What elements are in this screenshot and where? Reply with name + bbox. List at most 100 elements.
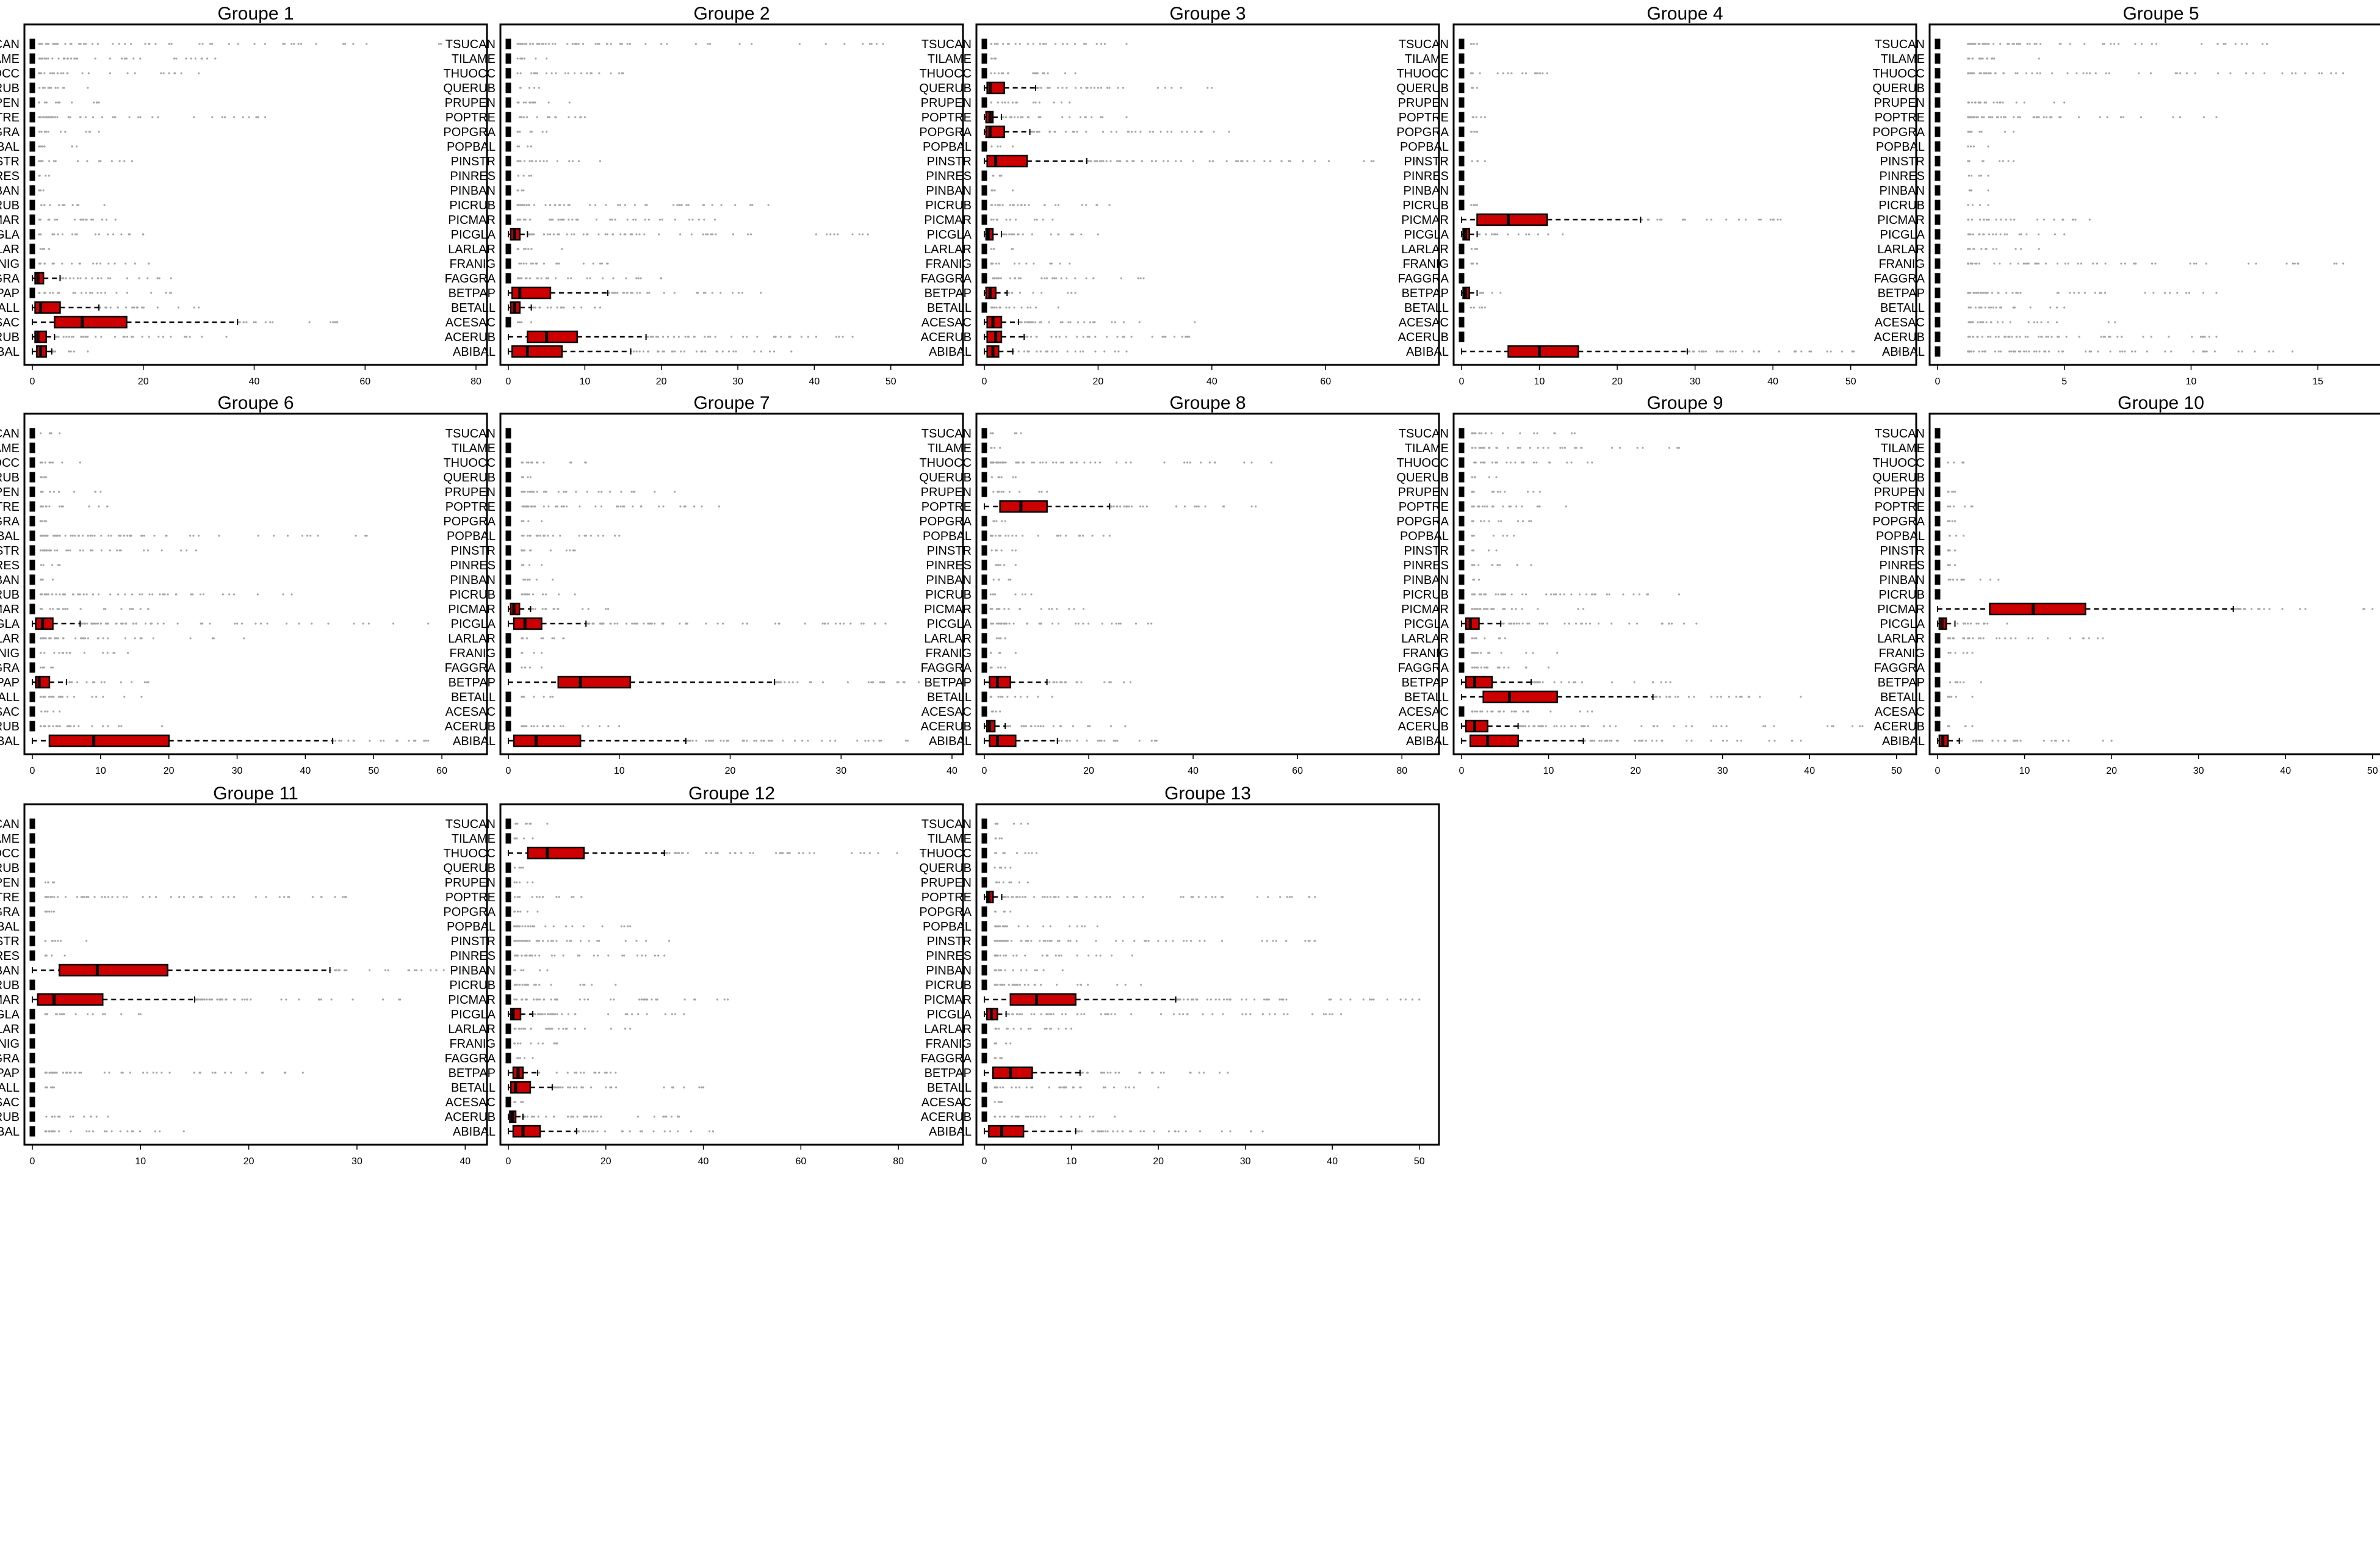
y-tick-label: ABIBAL xyxy=(929,345,972,359)
outlier-point xyxy=(317,535,319,537)
outlier-point xyxy=(558,204,561,206)
outlier-point xyxy=(1618,447,1621,449)
outlier-point xyxy=(84,336,87,338)
outlier-point xyxy=(1740,740,1742,742)
outlier-point xyxy=(1082,535,1084,537)
outlier-point xyxy=(1500,520,1502,522)
outlier-point xyxy=(1773,725,1775,727)
outliers-betall xyxy=(1967,306,2066,309)
outlier-point xyxy=(2109,350,2111,353)
outlier-point xyxy=(1163,336,1166,338)
outlier-point xyxy=(995,608,998,610)
outlier-point xyxy=(1593,740,1596,742)
outlier-point xyxy=(1030,725,1033,727)
outlier-point xyxy=(423,740,425,742)
outlier-point xyxy=(41,248,44,250)
outlier-point xyxy=(1758,350,1761,353)
outlier-point xyxy=(222,593,225,596)
outlier-point xyxy=(629,233,632,236)
outlier-point xyxy=(1492,535,1495,537)
outlier-point xyxy=(43,262,46,265)
outlier-point xyxy=(2013,350,2016,353)
outlier-point xyxy=(1715,350,1718,353)
outlier-point xyxy=(198,43,201,45)
outliers-acesac xyxy=(517,321,533,323)
outlier-point xyxy=(674,491,676,493)
outlier-point xyxy=(2019,43,2021,45)
outlier-point xyxy=(1059,725,1062,727)
outlier-point xyxy=(51,593,54,596)
box-picrub xyxy=(1935,200,1941,211)
outlier-point xyxy=(458,43,461,45)
y-tick-label: FAGGRA xyxy=(445,272,496,286)
outlier-point xyxy=(1585,622,1587,625)
outlier-point xyxy=(200,57,203,60)
box-picgla xyxy=(1935,229,1941,240)
outlier-point xyxy=(309,535,312,537)
outlier-point xyxy=(1988,116,1990,118)
y-tick-label: QUERUB xyxy=(1396,471,1449,484)
y-tick-label: ABIBAL xyxy=(929,735,972,748)
outlier-point xyxy=(1994,72,1997,74)
outlier-point xyxy=(519,72,522,74)
outlier-point xyxy=(1772,218,1775,221)
outlier-point xyxy=(530,131,533,133)
y-tick-label: PICMAR xyxy=(1877,603,1925,616)
box-prupen xyxy=(1935,97,1941,108)
outlier-point xyxy=(2073,292,2075,294)
outliers-abibal xyxy=(1012,350,1128,353)
outlier-point xyxy=(1987,43,1989,45)
outlier-point xyxy=(1571,725,1573,727)
outliers-popgra xyxy=(38,131,100,133)
box-pinban xyxy=(1459,185,1465,196)
outlier-point xyxy=(1851,350,1853,353)
outlier-point xyxy=(554,505,557,508)
outlier-point xyxy=(1980,57,1982,60)
outlier-point xyxy=(1077,622,1080,625)
outlier-point xyxy=(47,593,50,596)
outlier-point xyxy=(1116,336,1119,338)
y-tick-label: QUERUB xyxy=(0,82,20,95)
y-tick-label: POPTRE xyxy=(445,500,496,514)
outlier-point xyxy=(1693,350,1695,353)
outlier-point xyxy=(2261,43,2264,45)
outlier-point xyxy=(1026,622,1029,625)
outliers-acerub xyxy=(39,725,164,727)
outliers-querub xyxy=(1471,476,1498,478)
outlier-point xyxy=(533,87,536,89)
outlier-point xyxy=(1064,72,1067,74)
outlier-point xyxy=(2179,72,2182,74)
box-thuocc xyxy=(1459,457,1465,468)
outlier-point xyxy=(2058,336,2060,338)
outlier-point xyxy=(59,593,61,596)
outlier-point xyxy=(85,131,87,133)
outlier-point xyxy=(1363,160,1365,162)
box-franig xyxy=(981,647,987,658)
outlier-point xyxy=(1057,306,1059,309)
outlier-point xyxy=(1130,131,1133,133)
outlier-point xyxy=(2151,262,2154,265)
outlier-point xyxy=(599,622,601,625)
outlier-point xyxy=(1023,204,1026,206)
outlier-point xyxy=(1085,204,1087,206)
outlier-point xyxy=(516,145,519,148)
outlier-point xyxy=(85,218,87,221)
outlier-point xyxy=(1033,461,1035,464)
outlier-point xyxy=(2342,262,2345,265)
outlier-point xyxy=(396,740,398,742)
outlier-point xyxy=(516,218,519,221)
outlier-point xyxy=(1537,608,1539,610)
outliers-pinban xyxy=(990,189,1014,192)
outlier-point xyxy=(115,622,118,625)
outlier-point xyxy=(998,204,1001,206)
outlier-point xyxy=(1211,87,1213,89)
outlier-point xyxy=(1978,57,1981,60)
y-tick-label: PICGLA xyxy=(1404,228,1449,242)
outlier-point xyxy=(57,101,59,104)
outlier-point xyxy=(611,218,613,221)
outlier-point xyxy=(65,652,68,654)
outlier-point xyxy=(63,87,65,89)
outliers-pinban xyxy=(40,578,54,581)
panel-title: Groupe 7 xyxy=(693,393,770,413)
outlier-point xyxy=(93,535,96,537)
